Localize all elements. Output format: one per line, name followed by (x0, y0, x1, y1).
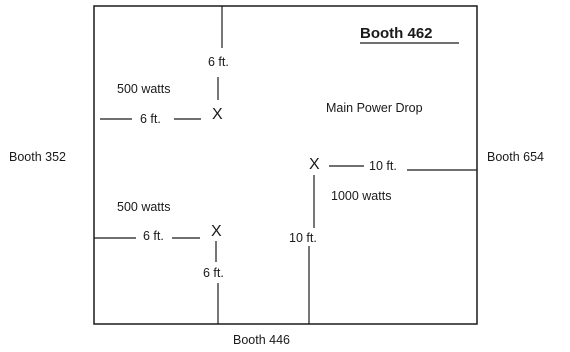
lower-outlet-wattage: 500 watts (117, 200, 171, 214)
bottom-booth-label: Booth 446 (233, 333, 290, 347)
booth-title: Booth 462 (360, 25, 433, 42)
main-power-drop-label: Main Power Drop (326, 101, 423, 115)
upper-outlet-wattage: 500 watts (117, 82, 171, 96)
booth-outline (93, 5, 478, 325)
lower-outlet-bottom-distance: 6 ft. (203, 266, 224, 280)
lower-outlet-left-distance: 6 ft. (143, 229, 164, 243)
main-outlet-right-distance: 10 ft. (369, 159, 397, 173)
upper-outlet-marker: X (212, 106, 223, 123)
main-outlet-bottom-distance: 10 ft. (289, 231, 317, 245)
right-booth-label: Booth 654 (487, 150, 544, 164)
left-booth-label: Booth 352 (9, 150, 66, 164)
main-outlet-wattage: 1000 watts (331, 189, 391, 203)
upper-outlet-left-distance: 6 ft. (140, 112, 161, 126)
lower-outlet-marker: X (211, 223, 222, 240)
main-outlet-marker: X (309, 156, 320, 173)
upper-outlet-top-distance: 6 ft. (208, 55, 229, 69)
